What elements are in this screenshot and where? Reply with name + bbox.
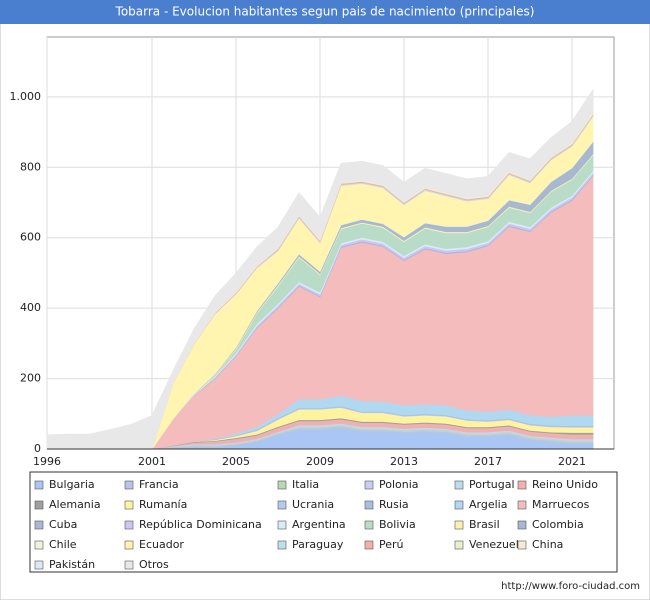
legend-label: República Dominicana [139,518,262,531]
x-tick-label: 2001 [138,455,166,468]
legend-swatch [277,540,287,550]
legend-label: China [532,538,563,551]
legend-label: Otros [139,558,169,571]
legend-swatch [277,520,287,530]
legend-label: Bulgaria [49,478,95,491]
legend-swatch [517,480,527,490]
legend-swatch [124,540,134,550]
legend-label: Ecuador [139,538,184,551]
x-tick-label: 2021 [558,455,586,468]
legend-label: Marruecos [532,498,590,511]
legend-swatch [124,520,134,530]
legend-label: Polonia [379,478,419,491]
legend-swatch [34,480,44,490]
legend-label: Venezuela [469,538,526,551]
legend-label: Portugal [469,478,515,491]
legend-swatch [124,480,134,490]
legend-label: Cuba [49,518,77,531]
source: http://www.foro-ciudad.com [501,581,640,592]
legend-swatch [277,480,287,490]
x-tick-label: 2005 [222,455,250,468]
area [46,88,594,450]
title-bar [0,0,650,24]
legend-label: Brasil [469,518,500,531]
legend-label: Rusia [379,498,409,511]
legend-label: Reino Unido [532,478,598,491]
legend-swatch [124,560,134,570]
legend-swatch [34,520,44,530]
legend-label: Perú [379,538,404,551]
legend-swatch [364,540,374,550]
legend-swatch [34,500,44,510]
legend-label: Pakistán [49,558,95,571]
legend-swatch [454,540,464,550]
legend-label: Rumanía [139,498,187,511]
y-tick-label: 400 [20,301,41,314]
legend-label: Italia [292,478,319,491]
legend-label: Chile [49,538,77,551]
x-tick-label: 2009 [306,455,334,468]
x-tick-label: 1996 [33,455,61,468]
legend-swatch [454,500,464,510]
legend-swatch [364,480,374,490]
chart-title: Tobarra - Evolucion habitantes segun pai… [115,5,535,19]
y-tick-label: 600 [20,231,41,244]
legend-swatch [34,540,44,550]
legend-label: Bolivia [379,518,416,531]
legend-swatch [517,500,527,510]
legend-label: Alemania [49,498,101,511]
x-tick-label: 2013 [390,455,418,468]
legend-swatch [517,540,527,550]
legend-label: Ucrania [292,498,334,511]
y-tick-label: 1.000 [10,90,42,103]
legend-swatch [277,500,287,510]
y-tick-label: 0 [34,442,41,455]
legend-swatch [364,520,374,530]
y-tick-label: 200 [20,372,41,385]
legend-swatch [124,500,134,510]
legend-label: Colombia [532,518,584,531]
legend-label: Francia [139,478,179,491]
legend-label: Argentina [292,518,346,531]
legend-swatch [364,500,374,510]
legend-label: Argelia [469,498,507,511]
legend-swatch [34,560,44,570]
y-tick-label: 800 [20,160,41,173]
legend-swatch [454,520,464,530]
x-tick-label: 2017 [474,455,502,468]
legend-swatch [517,520,527,530]
legend-label: Paraguay [292,538,344,551]
legend-swatch [454,480,464,490]
